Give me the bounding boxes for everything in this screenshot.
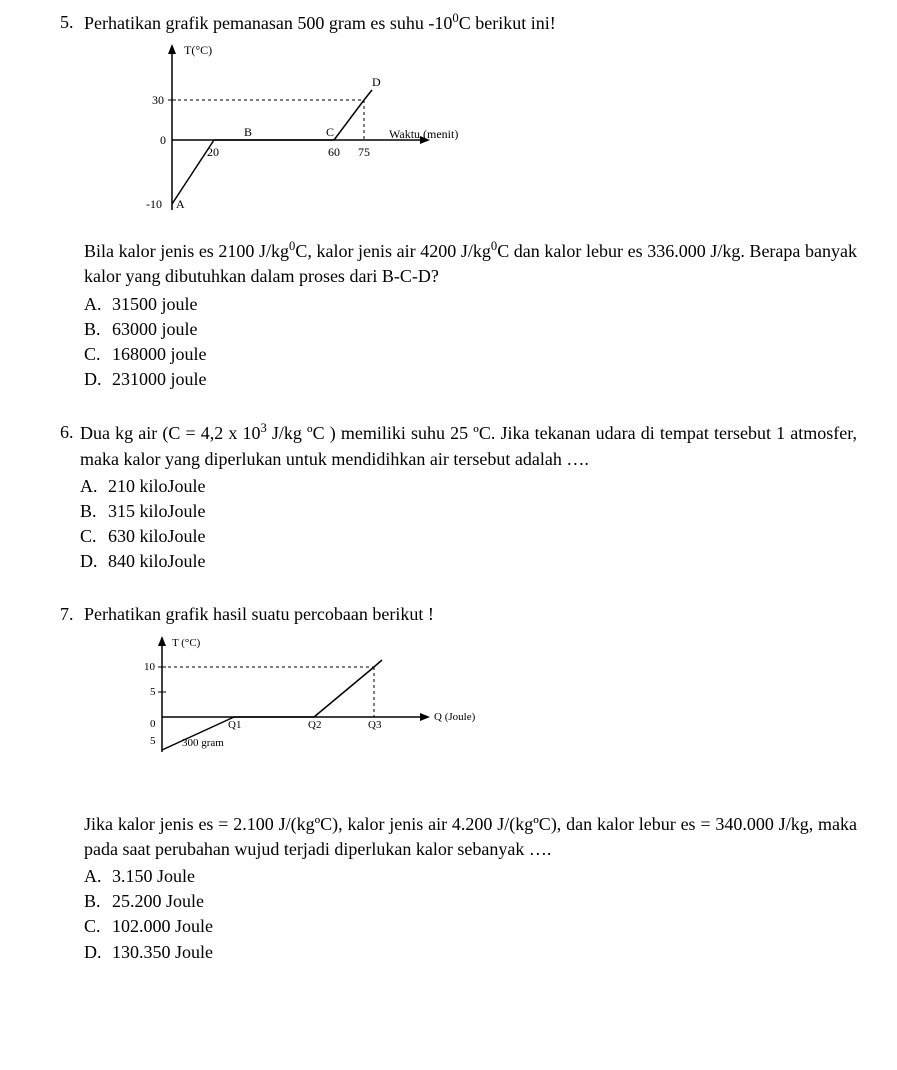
option-text: 630 kiloJoule	[108, 524, 206, 549]
chart-5-point-a: A	[176, 197, 185, 211]
chart-5-x-axis-label: Waktu (menit)	[389, 127, 458, 141]
option-label: A.	[80, 474, 108, 499]
chart-5-xtick-60: 60	[328, 145, 340, 159]
question-6-number: 6.	[60, 420, 80, 471]
question-6-header: 6. Dua kg air (C = 4,2 x 103 J/kg ºC ) m…	[60, 420, 857, 471]
option-text: 210 kiloJoule	[108, 474, 206, 499]
question-7-body-text: Jika kalor jenis es = 2.100 J/(kgºC), ka…	[84, 812, 857, 862]
option-6-d: D.840 kiloJoule	[80, 549, 857, 574]
chart-7-xtick-q1: Q1	[228, 719, 241, 731]
chart-5-point-c: C	[326, 125, 334, 139]
option-text: 231000 joule	[112, 367, 207, 392]
option-6-b: B.315 kiloJoule	[80, 499, 857, 524]
option-label: D.	[80, 549, 108, 574]
option-label: B.	[84, 317, 112, 342]
chart-7-ytick-0: 0	[150, 718, 156, 730]
option-text: 3.150 Joule	[112, 864, 195, 889]
chart-5-svg: 30 0 -10 20 60 75 A B C D T(°C) Waktu (m…	[124, 40, 524, 220]
chart-7-x-axis-label: Q (Joule)	[434, 711, 476, 723]
chart-7-y-axis-label: T (°C)	[172, 637, 201, 649]
option-label: C.	[84, 914, 112, 939]
option-6-a: A.210 kiloJoule	[80, 474, 857, 499]
question-5-prompt: Perhatikan grafik pemanasan 500 gram es …	[84, 10, 857, 36]
option-5-a: A.31500 joule	[84, 292, 857, 317]
option-5-d: D.231000 joule	[84, 367, 857, 392]
question-5-body: 30 0 -10 20 60 75 A B C D T(°C) Waktu (m…	[84, 40, 857, 392]
chart-7-ytick-10: 10	[144, 661, 156, 673]
chart-7-xtick-q2: Q2	[308, 719, 321, 731]
chart-5-ytick-0: 0	[160, 133, 166, 147]
question-5-header: 5. Perhatikan grafik pemanasan 500 gram …	[60, 10, 857, 36]
option-6-c: C.630 kiloJoule	[80, 524, 857, 549]
question-7-options: A.3.150 Joule B.25.200 Joule C.102.000 J…	[84, 864, 857, 965]
option-label: B.	[84, 889, 112, 914]
option-label: A.	[84, 864, 112, 889]
option-text: 315 kiloJoule	[108, 499, 206, 524]
chart-7-xtick-q3: Q3	[368, 719, 382, 731]
question-7-body: 10 5 0 5 Q1 Q2 Q3 300 gram T (°C) Q (Jou…	[84, 632, 857, 965]
chart-5: 30 0 -10 20 60 75 A B C D T(°C) Waktu (m…	[124, 40, 857, 220]
option-text: 25.200 Joule	[112, 889, 204, 914]
question-7: 7. Perhatikan grafik hasil suatu percoba…	[60, 602, 857, 964]
chart-5-xtick-75: 75	[358, 145, 370, 159]
question-6-options: A.210 kiloJoule B.315 kiloJoule C.630 ki…	[80, 474, 857, 575]
option-7-d: D.130.350 Joule	[84, 940, 857, 965]
question-6-prompt: Dua kg air (C = 4,2 x 103 J/kg ºC ) memi…	[80, 420, 857, 471]
chart-5-point-d: D	[372, 75, 381, 89]
option-5-b: B.63000 joule	[84, 317, 857, 342]
option-text: 102.000 Joule	[112, 914, 213, 939]
option-text: 168000 joule	[112, 342, 207, 367]
option-5-c: C.168000 joule	[84, 342, 857, 367]
chart-7-svg: 10 5 0 5 Q1 Q2 Q3 300 gram T (°C) Q (Jou…	[114, 632, 514, 762]
option-7-c: C.102.000 Joule	[84, 914, 857, 939]
question-5-body-text: Bila kalor jenis es 2100 J/kg0C, kalor j…	[84, 238, 857, 289]
question-5-number: 5.	[60, 10, 84, 36]
option-label: D.	[84, 940, 112, 965]
question-6: 6. Dua kg air (C = 4,2 x 103 J/kg ºC ) m…	[60, 420, 857, 574]
option-label: D.	[84, 367, 112, 392]
chart-7-ytick-neg5: 5	[150, 735, 156, 747]
option-7-a: A.3.150 Joule	[84, 864, 857, 889]
chart-5-point-b: B	[244, 125, 252, 139]
chart-5-y-axis-label: T(°C)	[184, 43, 212, 57]
option-label: C.	[84, 342, 112, 367]
option-7-b: B.25.200 Joule	[84, 889, 857, 914]
option-text: 130.350 Joule	[112, 940, 213, 965]
question-5-options: A.31500 joule B.63000 joule C.168000 jou…	[84, 292, 857, 393]
option-label: B.	[80, 499, 108, 524]
chart-7: 10 5 0 5 Q1 Q2 Q3 300 gram T (°C) Q (Jou…	[114, 632, 857, 762]
chart-5-xtick-20: 20	[207, 145, 219, 159]
option-label: C.	[80, 524, 108, 549]
chart-7-annotation: 300 gram	[182, 737, 224, 749]
chart-7-ytick-5: 5	[150, 686, 156, 698]
option-label: A.	[84, 292, 112, 317]
question-6-body: A.210 kiloJoule B.315 kiloJoule C.630 ki…	[80, 474, 857, 575]
option-text: 63000 joule	[112, 317, 198, 342]
option-text: 31500 joule	[112, 292, 198, 317]
question-7-number: 7.	[60, 602, 84, 627]
chart-5-ytick-neg10: -10	[146, 197, 162, 211]
chart-5-ytick-30: 30	[152, 93, 164, 107]
question-7-header: 7. Perhatikan grafik hasil suatu percoba…	[60, 602, 857, 627]
option-text: 840 kiloJoule	[108, 549, 206, 574]
question-7-prompt: Perhatikan grafik hasil suatu percobaan …	[84, 602, 857, 627]
question-5: 5. Perhatikan grafik pemanasan 500 gram …	[60, 10, 857, 392]
